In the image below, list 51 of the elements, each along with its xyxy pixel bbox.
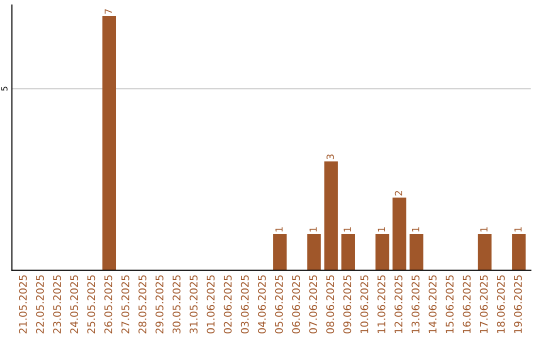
x-tick-label: 28.05.2025 <box>138 275 146 334</box>
x-tick-label: 16.06.2025 <box>462 275 471 333</box>
x-tick-label: 03.06.2025 <box>240 275 249 334</box>
data-label: 1 <box>310 227 317 232</box>
x-tick-label: 11.06.2025 <box>377 275 386 333</box>
x-tick-label: 01.06.2025 <box>206 275 215 334</box>
x-tick-label: 27.05.2025 <box>121 275 130 334</box>
data-label: 2 <box>394 191 402 196</box>
data-label: 3 <box>326 154 334 160</box>
x-tick-label: 05.06.2025 <box>275 275 283 334</box>
x-tick-label: 21.05.2025 <box>18 275 27 334</box>
x-tick-label: 24.05.2025 <box>70 275 78 334</box>
x-tick-label: 18.06.2025 <box>496 275 505 333</box>
data-label: 1 <box>275 227 283 232</box>
x-tick-label: 06.06.2025 <box>292 275 300 334</box>
x-tick-label: 25.05.2025 <box>87 275 96 334</box>
x-tick-label: 19.06.2025 <box>514 275 522 333</box>
bar <box>273 234 287 270</box>
x-tick-label: 30.05.2025 <box>172 275 180 334</box>
x-tick-label: 22.05.2025 <box>36 275 44 334</box>
bar <box>375 234 390 270</box>
bar <box>102 16 116 270</box>
bar <box>307 234 321 270</box>
data-label: 1 <box>344 227 351 232</box>
x-tick-label: 17.06.2025 <box>480 275 488 333</box>
data-label: 1 <box>412 227 420 232</box>
x-tick-label: 10.06.2025 <box>360 275 368 333</box>
data-label: 1 <box>378 227 385 232</box>
x-tick-label: 29.05.2025 <box>156 275 164 334</box>
x-tick-label: 15.06.2025 <box>446 275 454 333</box>
x-tick-label: 14.06.2025 <box>428 275 437 333</box>
x-tick-label: 26.05.2025 <box>104 275 112 334</box>
bar <box>512 234 526 270</box>
bar <box>324 161 338 270</box>
data-label: 7 <box>104 9 112 14</box>
bar <box>478 234 492 270</box>
x-tick-label: 04.06.2025 <box>258 275 266 334</box>
data-label: 1 <box>480 227 488 232</box>
x-tick-label: 13.06.2025 <box>412 275 420 333</box>
bar <box>392 198 406 270</box>
x-tick-label: 31.05.2025 <box>190 275 198 334</box>
x-tick-label: 02.06.2025 <box>224 275 232 334</box>
bar <box>410 234 424 270</box>
y-tick-label: 5 <box>1 86 8 91</box>
x-tick-label: 07.06.2025 <box>309 275 318 334</box>
x-tick-label: 08.06.2025 <box>326 275 334 334</box>
data-label: 1 <box>514 227 522 232</box>
bar <box>341 234 355 270</box>
x-tick-label: 23.05.2025 <box>53 275 61 334</box>
x-tick-label: 12.06.2025 <box>394 275 402 333</box>
x-tick-label: 09.06.2025 <box>343 275 352 334</box>
